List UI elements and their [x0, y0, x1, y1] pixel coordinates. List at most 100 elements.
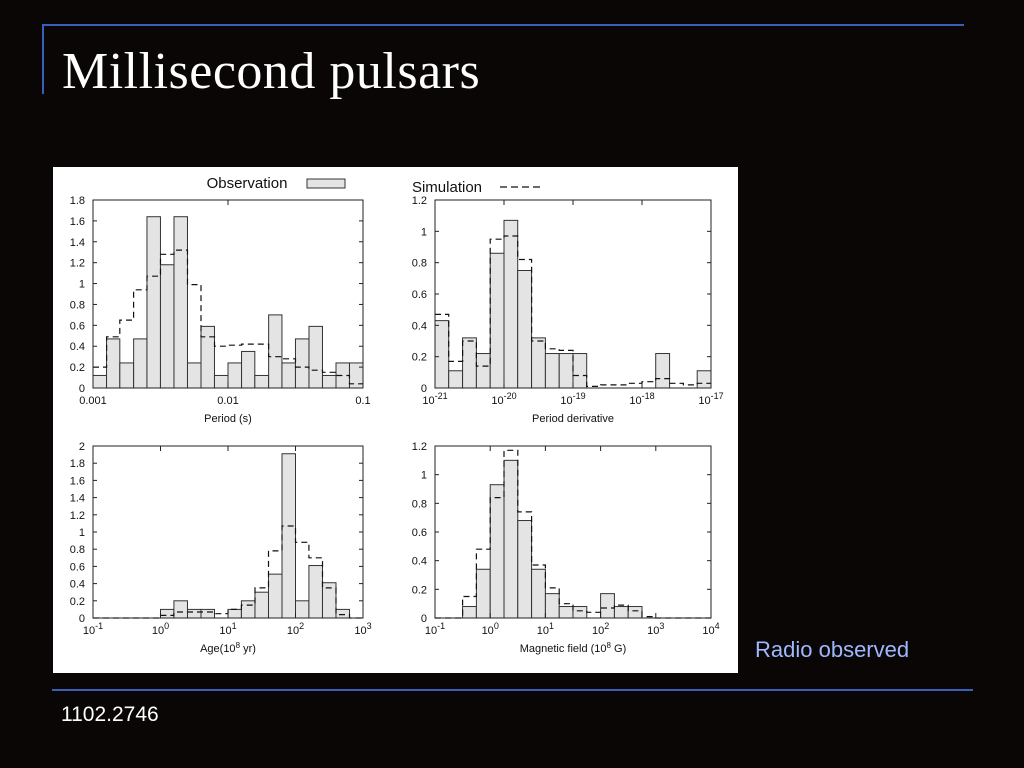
observation-bar	[558, 353, 574, 389]
y-tick-label: 1	[421, 470, 427, 482]
observation-bar	[106, 338, 121, 389]
observation-bar	[531, 568, 546, 619]
observation-bar	[295, 600, 310, 619]
y-tick-label: 0.6	[412, 527, 427, 539]
x-tick-label: 101	[537, 621, 554, 637]
observation-bar	[281, 362, 296, 389]
observation-bar	[655, 353, 671, 389]
observation-bar	[160, 608, 175, 619]
y-tick-label: 0	[421, 383, 427, 395]
histogram-panel-1: 0 0.2 0.4 0.6 0.8 1 1.2 1.4 1.6 1.8 0.001 0.01 0.1 Pe…	[70, 195, 371, 425]
legend-observation-label: Observation	[207, 175, 288, 192]
y-tick-label: 1.2	[70, 510, 85, 522]
observation-bar	[321, 374, 337, 389]
x-axis-label: Age(108 yr)	[200, 641, 256, 655]
y-tick-label: 0.4	[412, 556, 427, 568]
simulation-step-line	[435, 235, 711, 387]
observation-bar	[213, 374, 229, 389]
observation-bar	[696, 370, 712, 389]
observation-bar	[92, 374, 108, 389]
observation-bar	[503, 459, 519, 619]
observation-bar	[503, 219, 519, 389]
observation-bar	[308, 325, 323, 389]
legend-observation-swatch	[306, 178, 346, 189]
observation-bar	[434, 320, 450, 389]
y-tick-label: 0.2	[412, 584, 427, 596]
x-tick-label: 0.001	[79, 395, 107, 407]
y-tick-label: 0	[421, 613, 427, 625]
observation-bar	[186, 362, 202, 389]
y-tick-label: 0.6	[70, 561, 85, 573]
observation-bar	[133, 338, 148, 389]
y-tick-label: 0.2	[412, 352, 427, 364]
y-tick-label: 1	[79, 527, 85, 539]
x-axis-label: Period derivative	[532, 413, 614, 425]
x-tick-label: 100	[152, 621, 169, 637]
y-tick-label: 1	[79, 279, 85, 291]
histogram-figure: 0 0.2 0.4 0.6 0.8 1 1.2 1.4 1.6 1.8 0.001 0.01 0.1 Pe…	[53, 167, 738, 673]
observation-bar	[254, 591, 269, 619]
observation-bar	[173, 216, 188, 389]
y-tick-label: 1.6	[70, 216, 85, 228]
x-tick-label: 10-17	[698, 391, 723, 407]
y-tick-label: 0.8	[412, 258, 427, 270]
observation-bar	[268, 314, 283, 389]
x-axis-label: Magnetic field (108 G)	[520, 641, 627, 655]
legend-simulation-label: Simulation	[412, 179, 482, 196]
observation-bar	[544, 593, 560, 619]
x-tick-label: 10-1	[83, 621, 103, 637]
x-tick-label: 103	[354, 621, 371, 637]
y-tick-label: 0.6	[70, 320, 85, 332]
observation-bar	[200, 608, 216, 619]
simulation-step-line	[93, 249, 363, 385]
simulation-step-line	[93, 525, 363, 619]
y-tick-label: 0.8	[70, 299, 85, 311]
legend: Observation Simulation	[207, 175, 540, 196]
histogram-panel-4: 0 0.2 0.4 0.6 0.8 1 1.2 10-1 100 101 102 103 104 Magn…	[412, 441, 720, 655]
observation-bar	[308, 565, 323, 619]
observation-bar	[572, 353, 588, 389]
footer-reference: 1102.2746	[61, 703, 159, 726]
y-tick-label: 0.8	[412, 498, 427, 510]
y-tick-label: 1.4	[70, 237, 85, 249]
observation-bar	[517, 270, 533, 389]
observation-bar	[294, 338, 310, 389]
y-tick-label: 1.2	[70, 258, 85, 270]
observation-bar	[475, 353, 491, 389]
observation-bar	[267, 573, 283, 619]
observation-bar	[119, 362, 135, 389]
y-tick-label: 1.8	[70, 458, 85, 470]
y-tick-label: 1.2	[412, 441, 427, 453]
observation-bar	[544, 353, 560, 389]
histogram-panel-2: 0 0.2 0.4 0.6 0.8 1 1.2 10-21 10-20 10-19 10-18 10-…	[412, 195, 724, 425]
observation-bar	[572, 606, 588, 619]
observation-bar	[281, 453, 297, 619]
x-tick-label: 100	[482, 621, 499, 637]
x-tick-label: 101	[219, 621, 236, 637]
x-tick-label: 0.1	[355, 395, 370, 407]
x-tick-label: 103	[647, 621, 664, 637]
y-tick-label: 1.6	[70, 475, 85, 487]
observation-bar	[558, 606, 574, 619]
observation-bar	[186, 608, 202, 619]
x-tick-label: 10-19	[560, 391, 585, 407]
x-tick-label: 0.01	[217, 395, 238, 407]
observation-bar	[200, 325, 215, 389]
simulation-step-line	[435, 449, 711, 619]
observation-bar	[159, 264, 175, 389]
y-tick-label: 1	[421, 226, 427, 238]
y-tick-label: 1.2	[412, 195, 427, 207]
y-tick-label: 1.8	[70, 195, 85, 207]
slide-title: Millisecond pulsars	[62, 43, 481, 100]
observation-bar	[517, 520, 533, 619]
y-tick-label: 0.2	[70, 596, 85, 608]
observation-bar	[254, 374, 270, 389]
histogram-panels: 0 0.2 0.4 0.6 0.8 1 1.2 1.4 1.6 1.8 0.001 0.01 0.1 Pe…	[70, 175, 724, 655]
observation-bar	[335, 608, 351, 619]
observation-bar	[462, 337, 477, 389]
y-tick-label: 0	[79, 383, 85, 395]
x-tick-label: 10-1	[425, 621, 445, 637]
observation-bar	[489, 484, 505, 619]
side-note: Radio observed	[755, 637, 910, 662]
